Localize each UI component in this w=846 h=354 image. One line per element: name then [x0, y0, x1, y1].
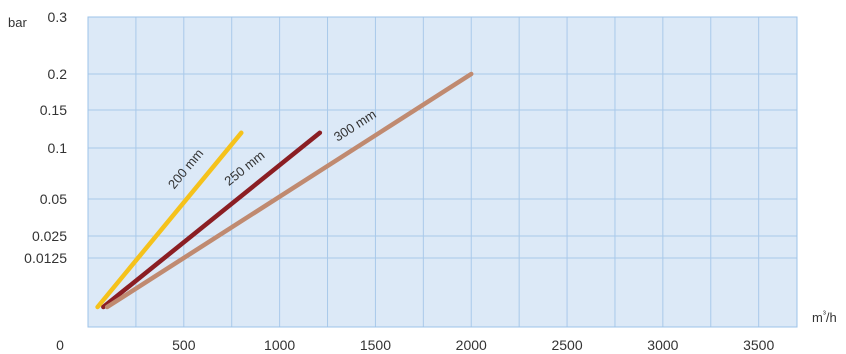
y-tick-label: 0.15: [40, 102, 67, 118]
y-tick-label: 0.025: [32, 228, 67, 244]
series-group: [95, 71, 474, 310]
y-tick-label: 0.2: [48, 66, 68, 82]
x-tick-label: 2500: [551, 337, 582, 353]
series-line-1: [95, 130, 244, 310]
x-axis-label: m³/h: [812, 309, 837, 325]
x-tick-label: 1000: [264, 337, 295, 353]
grid: [88, 17, 797, 327]
y-axis-ticks: 0.3 0.2 0.15 0.1 0.05 0.025 0.0125: [24, 9, 67, 266]
x-tick-label: 0: [56, 337, 64, 353]
y-tick-label: 0.0125: [24, 250, 67, 266]
series-line-3: [104, 71, 474, 310]
x-axis-ticks: 0 500 1000 1500 2000 2500 3000 3500: [56, 337, 774, 353]
series-line-2: [101, 130, 323, 310]
x-tick-label: 3000: [647, 337, 678, 353]
y-tick-label: 0.1: [48, 140, 68, 156]
plot-border: [87, 16, 798, 328]
y-tick-label: 0.05: [40, 191, 67, 207]
y-tick-label: 0.3: [48, 9, 68, 25]
x-tick-label: 1500: [360, 337, 391, 353]
x-tick-label: 3500: [743, 337, 774, 353]
plot-background: [88, 17, 797, 327]
x-tick-label: 2000: [456, 337, 487, 353]
x-tick-label: 500: [172, 337, 196, 353]
y-axis-label: bar: [8, 15, 27, 30]
